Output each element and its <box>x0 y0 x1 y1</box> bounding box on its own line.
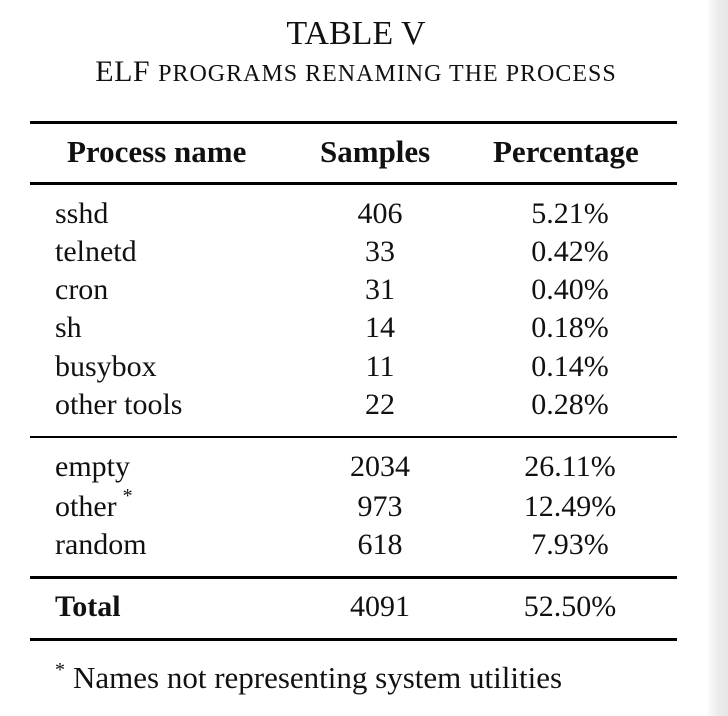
bottom-rule <box>30 638 677 641</box>
table-title: ELF PROGRAMS RENAMING THE PROCESS <box>0 52 712 94</box>
footnote-text: Names not representing system utilities <box>73 660 563 695</box>
table-footnote: * Names not representing system utilities <box>55 658 562 702</box>
top-rule <box>30 121 677 124</box>
group-divider-rule <box>30 436 677 438</box>
table-number: TABLE V <box>286 15 426 52</box>
column-header-samples: Samples <box>320 134 431 169</box>
cell-process-name-text: other <box>55 490 117 523</box>
table-title-rest: PROGRAMS RENAMING THE PROCESS <box>158 61 617 87</box>
total-label: Total <box>55 590 121 623</box>
column-header-percentage: Percentage <box>493 134 639 169</box>
column-header-process-name: Process name <box>67 134 247 169</box>
cell-process-name: other tools <box>55 388 183 421</box>
cell-process-name: sshd <box>55 197 109 230</box>
cell-process-name: busybox <box>55 350 157 383</box>
cell-process-name: cron <box>55 273 109 306</box>
cell-process-name: empty <box>55 450 130 483</box>
footnote-marker: * <box>55 659 65 681</box>
cell-process-name: other * <box>55 485 133 528</box>
cell-process-name: random <box>55 528 147 561</box>
cell-process-name: sh <box>55 311 82 344</box>
header-rule <box>30 182 677 185</box>
footnote-marker: * <box>122 485 133 507</box>
total-rule <box>30 576 677 579</box>
cell-process-name: telnetd <box>55 235 137 268</box>
table-title-acronym: ELF <box>95 55 151 88</box>
page-edge-shadow <box>706 0 728 716</box>
